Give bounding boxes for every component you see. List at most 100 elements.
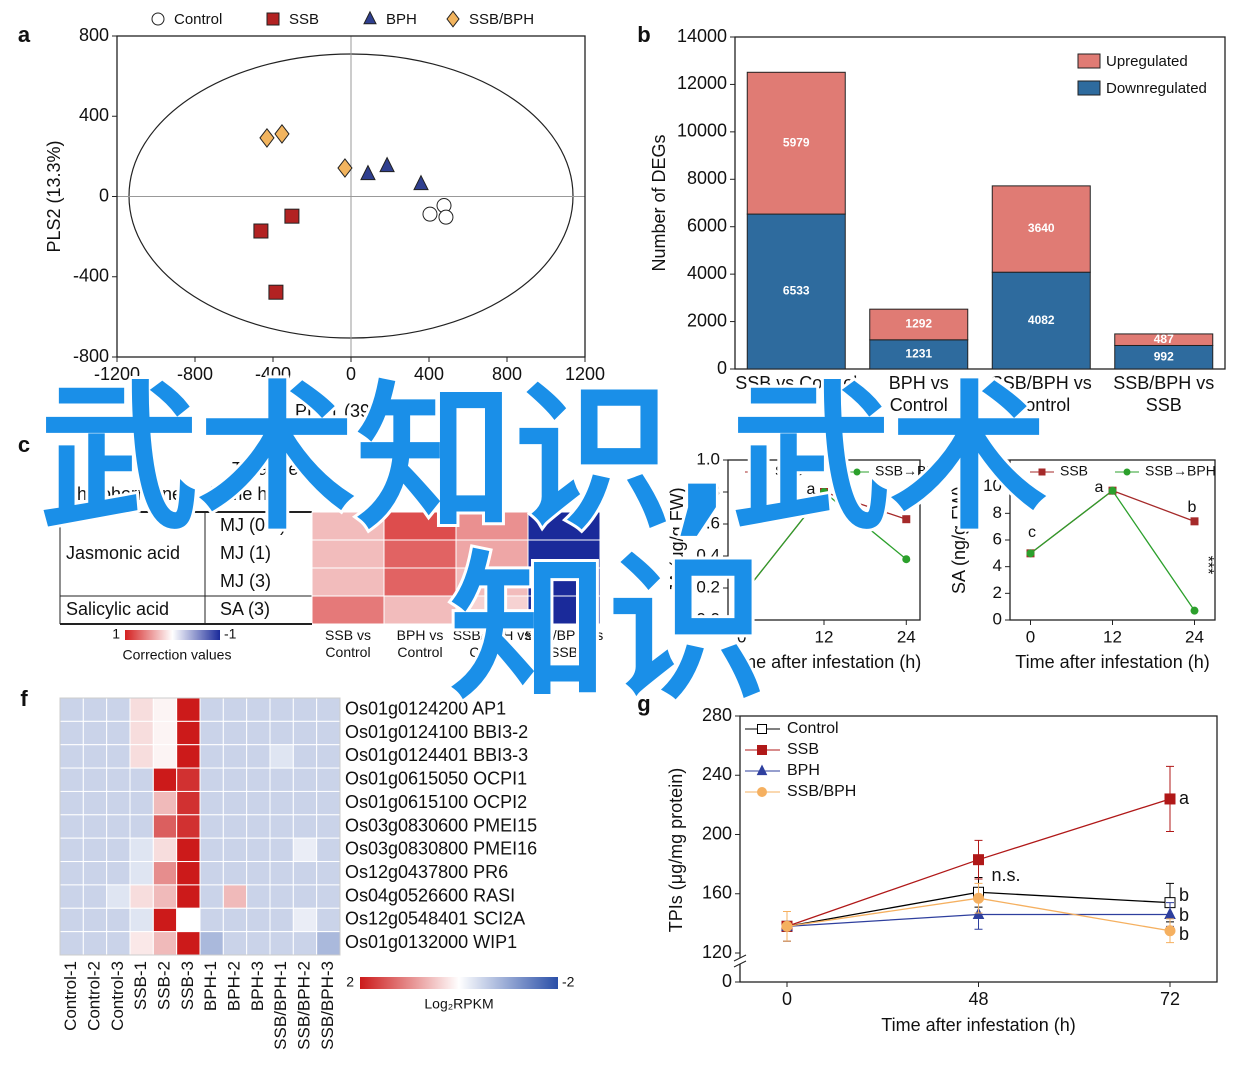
bar-value-label: 6533 <box>783 284 810 298</box>
y-tick-label: 12000 <box>677 73 727 93</box>
bar-value-label: 4082 <box>1028 313 1055 327</box>
y-tick-label: 14000 <box>677 26 727 46</box>
y-axis-label: Number of DEGs <box>649 134 669 271</box>
heat-cell <box>455 595 529 625</box>
x-tick-label: SSB vs Control <box>735 373 858 393</box>
x-tick-label: 24 <box>897 627 916 646</box>
legend-marker <box>757 787 767 797</box>
y-tick-label: 160 <box>702 883 732 903</box>
annotation: c <box>736 568 744 585</box>
colorbar-tick: 2 <box>346 974 354 990</box>
row-label: Os12g0548401 SCI2A <box>345 909 525 929</box>
legend-marker <box>753 468 761 476</box>
column-label: SSB/BPH-2 <box>294 961 313 1050</box>
row-label: Os01g0615050 OCPI1 <box>345 769 527 789</box>
point <box>902 515 911 524</box>
panel-label: c <box>18 432 30 457</box>
y-tick-label: 0.2 <box>696 577 720 596</box>
legend-label: SSB <box>289 11 319 28</box>
legend-marker <box>757 724 767 734</box>
bar <box>991 185 1091 273</box>
y-tick-label: 280 <box>702 705 732 725</box>
legend-swatch <box>1077 53 1101 69</box>
heat-cell <box>383 539 457 569</box>
x-tick-label: 800 <box>492 364 522 384</box>
heat-cell <box>383 595 457 625</box>
row-label: Os03g0830600 PMEI15 <box>345 815 537 835</box>
y-tick-label: 120 <box>702 942 732 962</box>
bar <box>991 271 1091 370</box>
legend-label: SSB <box>775 463 803 479</box>
y-tick-label: 1.0 <box>696 449 720 468</box>
x-tick-label: 0 <box>737 627 746 646</box>
x-tick-label: 0 <box>1026 627 1035 646</box>
x-axis-label: PLS1 (39.5%) <box>295 401 407 421</box>
y-axis-label: TPIs (μg/mg protein) <box>666 768 686 932</box>
legend-label: SSB/BPH <box>787 783 856 800</box>
bar-value-label: 1292 <box>905 317 932 331</box>
point <box>360 164 376 181</box>
table-header: Treatment <box>232 459 313 479</box>
row-label: Os01g0124200 AP1 <box>345 698 506 718</box>
table-header: (Time h) <box>207 484 273 504</box>
point <box>1026 549 1035 558</box>
legend-label: Control <box>787 720 839 737</box>
y-tick-label: 0 <box>722 971 732 991</box>
point <box>422 206 438 222</box>
legend-marker <box>446 10 460 28</box>
column-label: SSB/BPH-3 <box>318 961 337 1050</box>
y-tick-label: 12 <box>983 449 1002 468</box>
point <box>274 123 290 144</box>
panel-label: a <box>18 22 31 47</box>
x-tick-label: 24 <box>1185 627 1204 646</box>
point <box>973 854 984 866</box>
heat-cell <box>311 511 385 541</box>
y-tick-label: 6000 <box>687 215 727 235</box>
bar-value-label: 992 <box>1154 349 1174 363</box>
y-tick-label: 8 <box>993 503 1002 522</box>
point <box>1164 925 1176 937</box>
column-label: SSB vs Control <box>325 627 371 660</box>
column-label: SSB-3 <box>178 961 197 1010</box>
x-tick-label: -400 <box>255 364 291 384</box>
x-tick-label: 48 <box>968 989 988 1009</box>
watermark: 知识 <box>450 537 766 721</box>
x-tick-label: 0 <box>782 989 792 1009</box>
y-tick-label: 0 <box>99 185 109 205</box>
x-tick-label: 72 <box>1160 989 1180 1009</box>
colorbar-tick: -2 <box>562 974 575 990</box>
point <box>259 127 275 148</box>
heat-cell <box>455 539 529 569</box>
bar-value-label: 487 <box>1154 332 1174 346</box>
point <box>1190 517 1199 526</box>
legend-label: SSB <box>1060 463 1088 479</box>
annotation: c <box>1028 524 1036 541</box>
heat-cell <box>527 511 601 541</box>
legend-marker <box>1038 468 1046 476</box>
bar-value-label: 1231 <box>905 347 932 361</box>
legend-label: Upregulated <box>1106 53 1188 70</box>
heat-cell <box>311 539 385 569</box>
x-tick-label: -1200 <box>94 364 140 384</box>
y-tick-label: 4 <box>993 556 1002 575</box>
column-label: SSB/BPH vs SSB <box>524 627 604 660</box>
annotation: a <box>1179 788 1190 808</box>
y-tick-label: 0 <box>717 358 727 378</box>
row-label: Os01g0615100 OCPI2 <box>345 792 527 812</box>
column-label: SSB-2 <box>154 961 173 1010</box>
bar <box>746 71 846 215</box>
y-axis-label: JA (μg/g FW) <box>667 487 687 592</box>
point <box>737 592 746 600</box>
bar-value-label: 5979 <box>783 135 810 149</box>
legend-label: Downregulated <box>1106 80 1207 97</box>
x-axis-label: Time after infestation (h) <box>1015 652 1209 672</box>
panel-label: g <box>637 691 650 716</box>
legend-label: SSB <box>787 741 819 758</box>
legend-marker <box>853 468 861 476</box>
x-tick-label: SSB/BPH vs SSB <box>1113 373 1215 415</box>
row-label: Os03g0830800 PMEI16 <box>345 839 537 859</box>
bar <box>1114 333 1214 346</box>
plot-frame <box>734 36 1226 370</box>
y-tick-label: 0.8 <box>696 481 720 500</box>
